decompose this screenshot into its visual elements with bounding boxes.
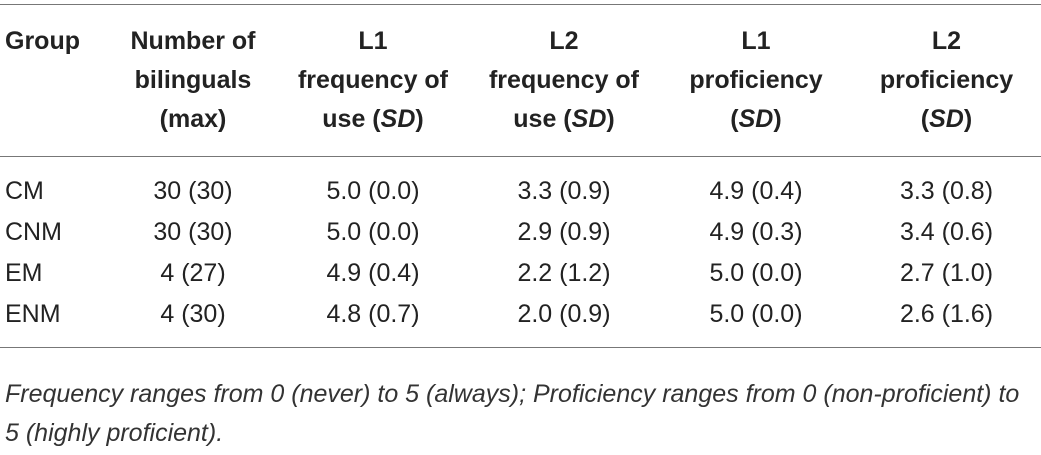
cell-group: CM bbox=[5, 177, 44, 205]
cell-group: CNM bbox=[5, 218, 62, 246]
cell-l2-frequency: 2.0 (0.9) bbox=[517, 300, 611, 328]
cell-group: ENM bbox=[5, 300, 61, 328]
header-l2-proficiency: L2 proficiency (SD) bbox=[879, 27, 1014, 133]
bilinguals-table: Group Number of bilinguals (max) L1 freq… bbox=[0, 4, 1041, 348]
header-l1-proficiency: L1 proficiency (SD) bbox=[689, 27, 823, 133]
header-bilinguals: Number of bilinguals (max) bbox=[130, 27, 256, 133]
table-row: ENM 4 (30) 4.8 (0.7) 2.0 (0.9) 5.0 (0.0)… bbox=[0, 294, 1041, 348]
table-row: EM 4 (27) 4.9 (0.4) 2.2 (1.2) 5.0 (0.0) … bbox=[0, 253, 1041, 294]
cell-bilinguals: 4 (30) bbox=[160, 300, 226, 328]
cell-bilinguals: 4 (27) bbox=[160, 259, 226, 287]
header-group: Group bbox=[5, 27, 80, 55]
cell-l1-frequency: 5.0 (0.0) bbox=[326, 218, 420, 246]
cell-l2-frequency: 2.9 (0.9) bbox=[517, 218, 611, 246]
table-header: Group Number of bilinguals (max) L1 freq… bbox=[0, 4, 1041, 157]
cell-l1-frequency: 4.9 (0.4) bbox=[326, 259, 420, 287]
table-footnote: Frequency ranges from 0 (never) to 5 (al… bbox=[5, 380, 1020, 447]
cell-l1-proficiency: 5.0 (0.0) bbox=[709, 259, 803, 287]
table-row: CM 30 (30) 5.0 (0.0) 3.3 (0.9) 4.9 (0.4)… bbox=[0, 157, 1041, 213]
cell-l2-proficiency: 3.3 (0.8) bbox=[899, 177, 994, 205]
cell-l2-proficiency: 2.6 (1.6) bbox=[899, 300, 994, 328]
cell-l1-proficiency: 4.9 (0.4) bbox=[709, 177, 803, 205]
cell-l2-proficiency: 2.7 (1.0) bbox=[899, 259, 994, 287]
cell-l1-proficiency: 4.9 (0.3) bbox=[709, 218, 803, 246]
header-l2-frequency: L2 frequency of use (SD) bbox=[488, 27, 640, 133]
cell-l2-frequency: 2.2 (1.2) bbox=[517, 259, 611, 287]
cell-l1-frequency: 4.8 (0.7) bbox=[326, 300, 420, 328]
cell-l2-proficiency: 3.4 (0.6) bbox=[899, 218, 994, 246]
table-row: CNM 30 (30) 5.0 (0.0) 2.9 (0.9) 4.9 (0.3… bbox=[0, 212, 1041, 253]
cell-bilinguals: 30 (30) bbox=[153, 218, 233, 246]
cell-l1-proficiency: 5.0 (0.0) bbox=[709, 300, 803, 328]
cell-bilinguals: 30 (30) bbox=[153, 177, 233, 205]
cell-group: EM bbox=[5, 259, 43, 287]
header-row: Group Number of bilinguals (max) L1 freq… bbox=[0, 4, 1041, 157]
table-body: CM 30 (30) 5.0 (0.0) 3.3 (0.9) 4.9 (0.4)… bbox=[0, 157, 1041, 348]
cell-l2-frequency: 3.3 (0.9) bbox=[517, 177, 611, 205]
cell-l1-frequency: 5.0 (0.0) bbox=[326, 177, 420, 205]
header-l1-frequency: L1 frequency of use (SD) bbox=[297, 27, 449, 133]
